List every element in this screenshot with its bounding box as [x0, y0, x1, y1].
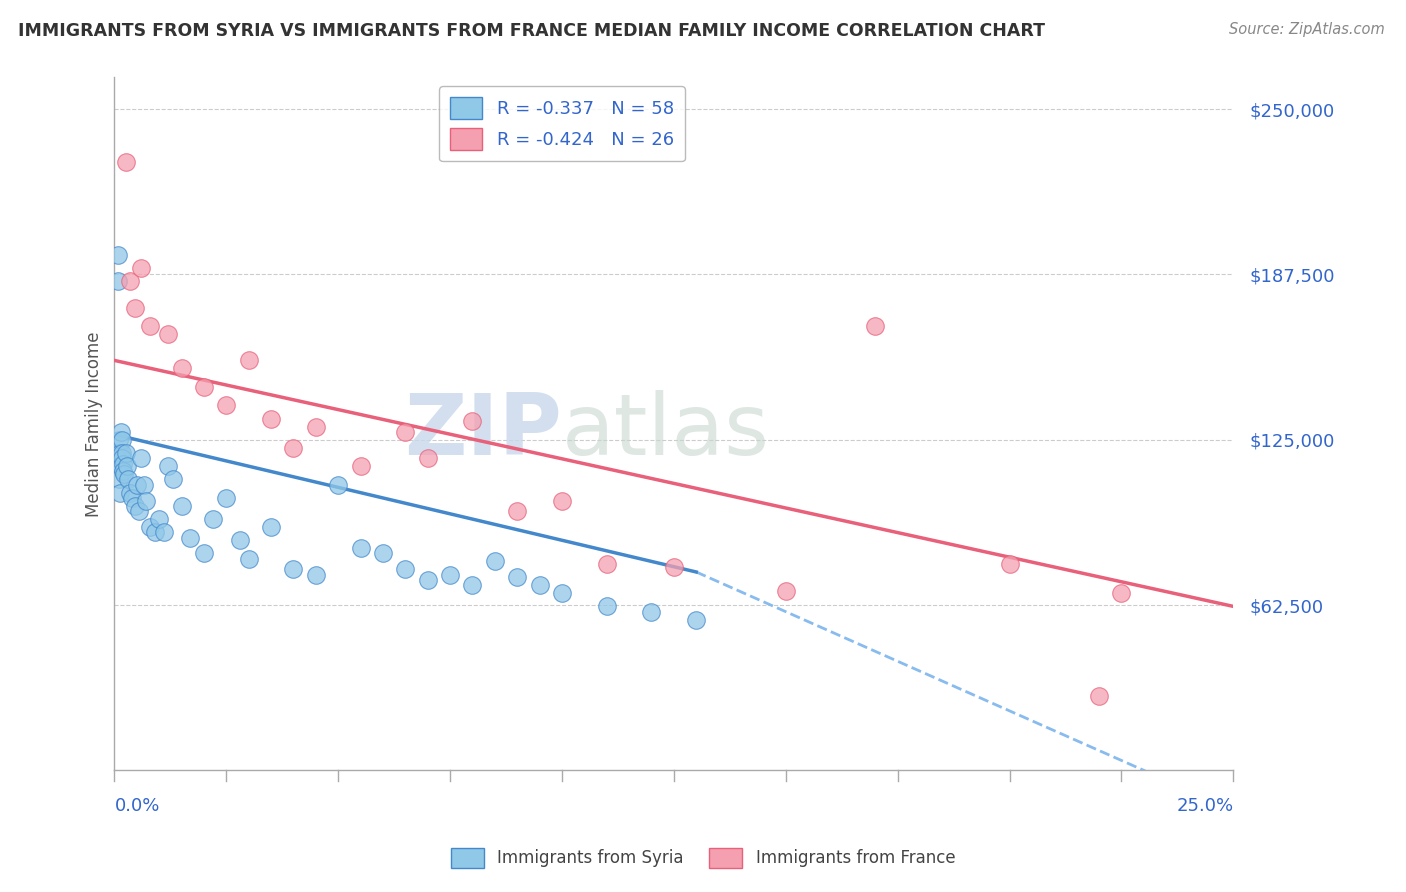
Point	[132, 477, 155, 491]
Point	[193, 380, 215, 394]
Point	[111, 451, 134, 466]
Point	[108, 433, 131, 447]
Point	[121, 491, 143, 505]
Point	[125, 477, 148, 491]
Point	[129, 260, 152, 275]
Point	[551, 493, 574, 508]
Point	[1111, 586, 1133, 600]
Point	[260, 411, 283, 425]
Point	[170, 361, 193, 376]
Point	[120, 274, 142, 288]
Point	[111, 457, 134, 471]
Text: 0.0%: 0.0%	[114, 797, 160, 814]
Point	[157, 326, 180, 341]
Legend: Immigrants from Syria, Immigrants from France: Immigrants from Syria, Immigrants from F…	[444, 841, 962, 875]
Point	[551, 586, 574, 600]
Point	[193, 546, 215, 560]
Point	[115, 459, 138, 474]
Point	[157, 459, 180, 474]
Point	[215, 491, 238, 505]
Point	[117, 472, 139, 486]
Point	[596, 599, 619, 614]
Point	[124, 499, 146, 513]
Point	[110, 459, 132, 474]
Text: 25.0%: 25.0%	[1177, 797, 1233, 814]
Point	[111, 446, 134, 460]
Point	[283, 441, 305, 455]
Point	[107, 247, 129, 261]
Y-axis label: Median Family Income: Median Family Income	[86, 331, 103, 516]
Point	[775, 583, 797, 598]
Point	[283, 562, 305, 576]
Point	[107, 274, 129, 288]
Point	[108, 446, 131, 460]
Point	[998, 557, 1021, 571]
Point	[328, 477, 350, 491]
Point	[201, 512, 224, 526]
Legend: R = -0.337   N = 58, R = -0.424   N = 26: R = -0.337 N = 58, R = -0.424 N = 26	[439, 87, 685, 161]
Text: ZIP: ZIP	[404, 391, 562, 474]
Point	[305, 567, 328, 582]
Point	[162, 472, 184, 486]
Point	[148, 512, 170, 526]
Point	[229, 533, 252, 548]
Point	[152, 525, 174, 540]
Point	[238, 353, 260, 368]
Point	[640, 605, 662, 619]
Point	[506, 504, 529, 518]
Point	[238, 551, 260, 566]
Point	[170, 499, 193, 513]
Point	[349, 459, 371, 474]
Point	[110, 433, 132, 447]
Point	[124, 301, 146, 315]
Point	[596, 557, 619, 571]
Point	[107, 451, 129, 466]
Point	[461, 578, 484, 592]
Point	[371, 546, 394, 560]
Point	[110, 485, 132, 500]
Point	[114, 155, 136, 169]
Point	[135, 493, 157, 508]
Point	[865, 319, 887, 334]
Point	[529, 578, 551, 592]
Point	[1088, 690, 1111, 704]
Point	[139, 520, 162, 534]
Point	[484, 554, 506, 568]
Text: atlas: atlas	[562, 391, 770, 474]
Point	[685, 613, 707, 627]
Point	[129, 451, 152, 466]
Point	[305, 419, 328, 434]
Point	[114, 446, 136, 460]
Point	[110, 425, 132, 439]
Text: Source: ZipAtlas.com: Source: ZipAtlas.com	[1229, 22, 1385, 37]
Point	[461, 414, 484, 428]
Point	[662, 559, 685, 574]
Point	[128, 504, 150, 518]
Point	[506, 570, 529, 584]
Text: IMMIGRANTS FROM SYRIA VS IMMIGRANTS FROM FRANCE MEDIAN FAMILY INCOME CORRELATION: IMMIGRANTS FROM SYRIA VS IMMIGRANTS FROM…	[18, 22, 1045, 40]
Point	[179, 531, 201, 545]
Point	[120, 485, 142, 500]
Point	[112, 465, 135, 479]
Point	[394, 562, 416, 576]
Point	[416, 451, 439, 466]
Point	[105, 459, 128, 474]
Point	[439, 567, 461, 582]
Point	[260, 520, 283, 534]
Point	[416, 573, 439, 587]
Point	[349, 541, 371, 556]
Point	[215, 398, 238, 412]
Point	[139, 319, 162, 334]
Point	[108, 472, 131, 486]
Point	[105, 446, 128, 460]
Point	[394, 425, 416, 439]
Point	[143, 525, 166, 540]
Point	[112, 467, 135, 482]
